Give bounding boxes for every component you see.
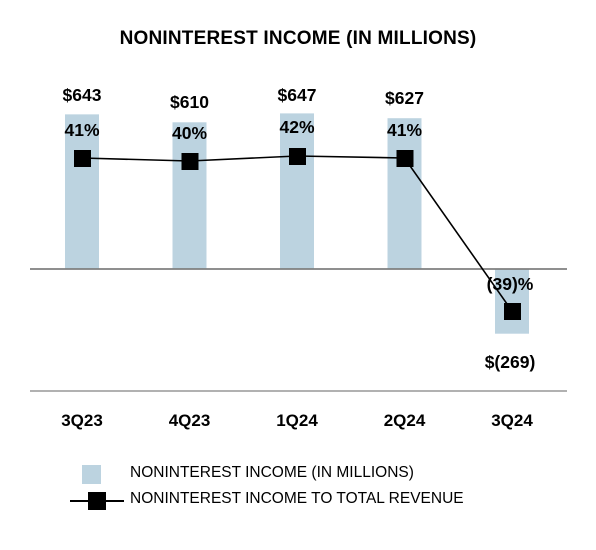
ratio-label-3q24: (39)%: [487, 274, 534, 294]
bar-value-label-2q24: $627: [385, 88, 424, 108]
bar-3q24: [495, 269, 529, 334]
bar-2q24: [387, 118, 422, 269]
x-tick-label-4q23: 4Q23: [169, 411, 211, 430]
bar-value-label-1q24: $647: [278, 85, 317, 105]
bar-3q23: [65, 114, 99, 270]
ratio-marker-3q23: [74, 150, 91, 167]
bar-value-label-3q24: $(269): [485, 352, 536, 372]
legend-swatch-marker: [88, 492, 106, 510]
x-tick-label-3q24: 3Q24: [491, 411, 533, 430]
bar-value-label-3q23: $643: [63, 85, 102, 105]
ratio-label-2q24: 41%: [387, 120, 422, 140]
bar-value-label-4q23: $610: [170, 92, 209, 112]
ratio-marker-2q24: [396, 150, 414, 167]
ratio-marker-1q24: [289, 148, 306, 165]
bar-4q23: [172, 122, 207, 269]
ratio-label-4q23: 40%: [172, 123, 207, 143]
ratio-label-1q24: 42%: [279, 117, 314, 137]
legend-label-income: NONINTEREST INCOME (IN MILLIONS): [130, 464, 414, 481]
x-tick-label-1q24: 1Q24: [276, 411, 318, 430]
chart-legend: NONINTEREST INCOME (IN MILLIONS) NONINTE…: [70, 462, 570, 514]
legend-label-ratio: NONINTEREST INCOME TO TOTAL REVENUE: [130, 490, 464, 507]
ratio-marker-4q23: [181, 153, 199, 170]
legend-swatch-bar: [82, 465, 101, 484]
bar-1q24: [280, 113, 314, 269]
ratio-label-3q23: 41%: [64, 120, 99, 140]
x-tick-label-3q23: 3Q23: [61, 411, 103, 430]
x-tick-label-2q24: 2Q24: [384, 411, 426, 430]
ratio-marker-3q24: [504, 303, 521, 320]
legend-item-income: NONINTEREST INCOME (IN MILLIONS): [70, 462, 570, 488]
legend-item-ratio: NONINTEREST INCOME TO TOTAL REVENUE: [70, 488, 570, 514]
chart-title: NONINTEREST INCOME (IN MILLIONS): [119, 28, 477, 49]
